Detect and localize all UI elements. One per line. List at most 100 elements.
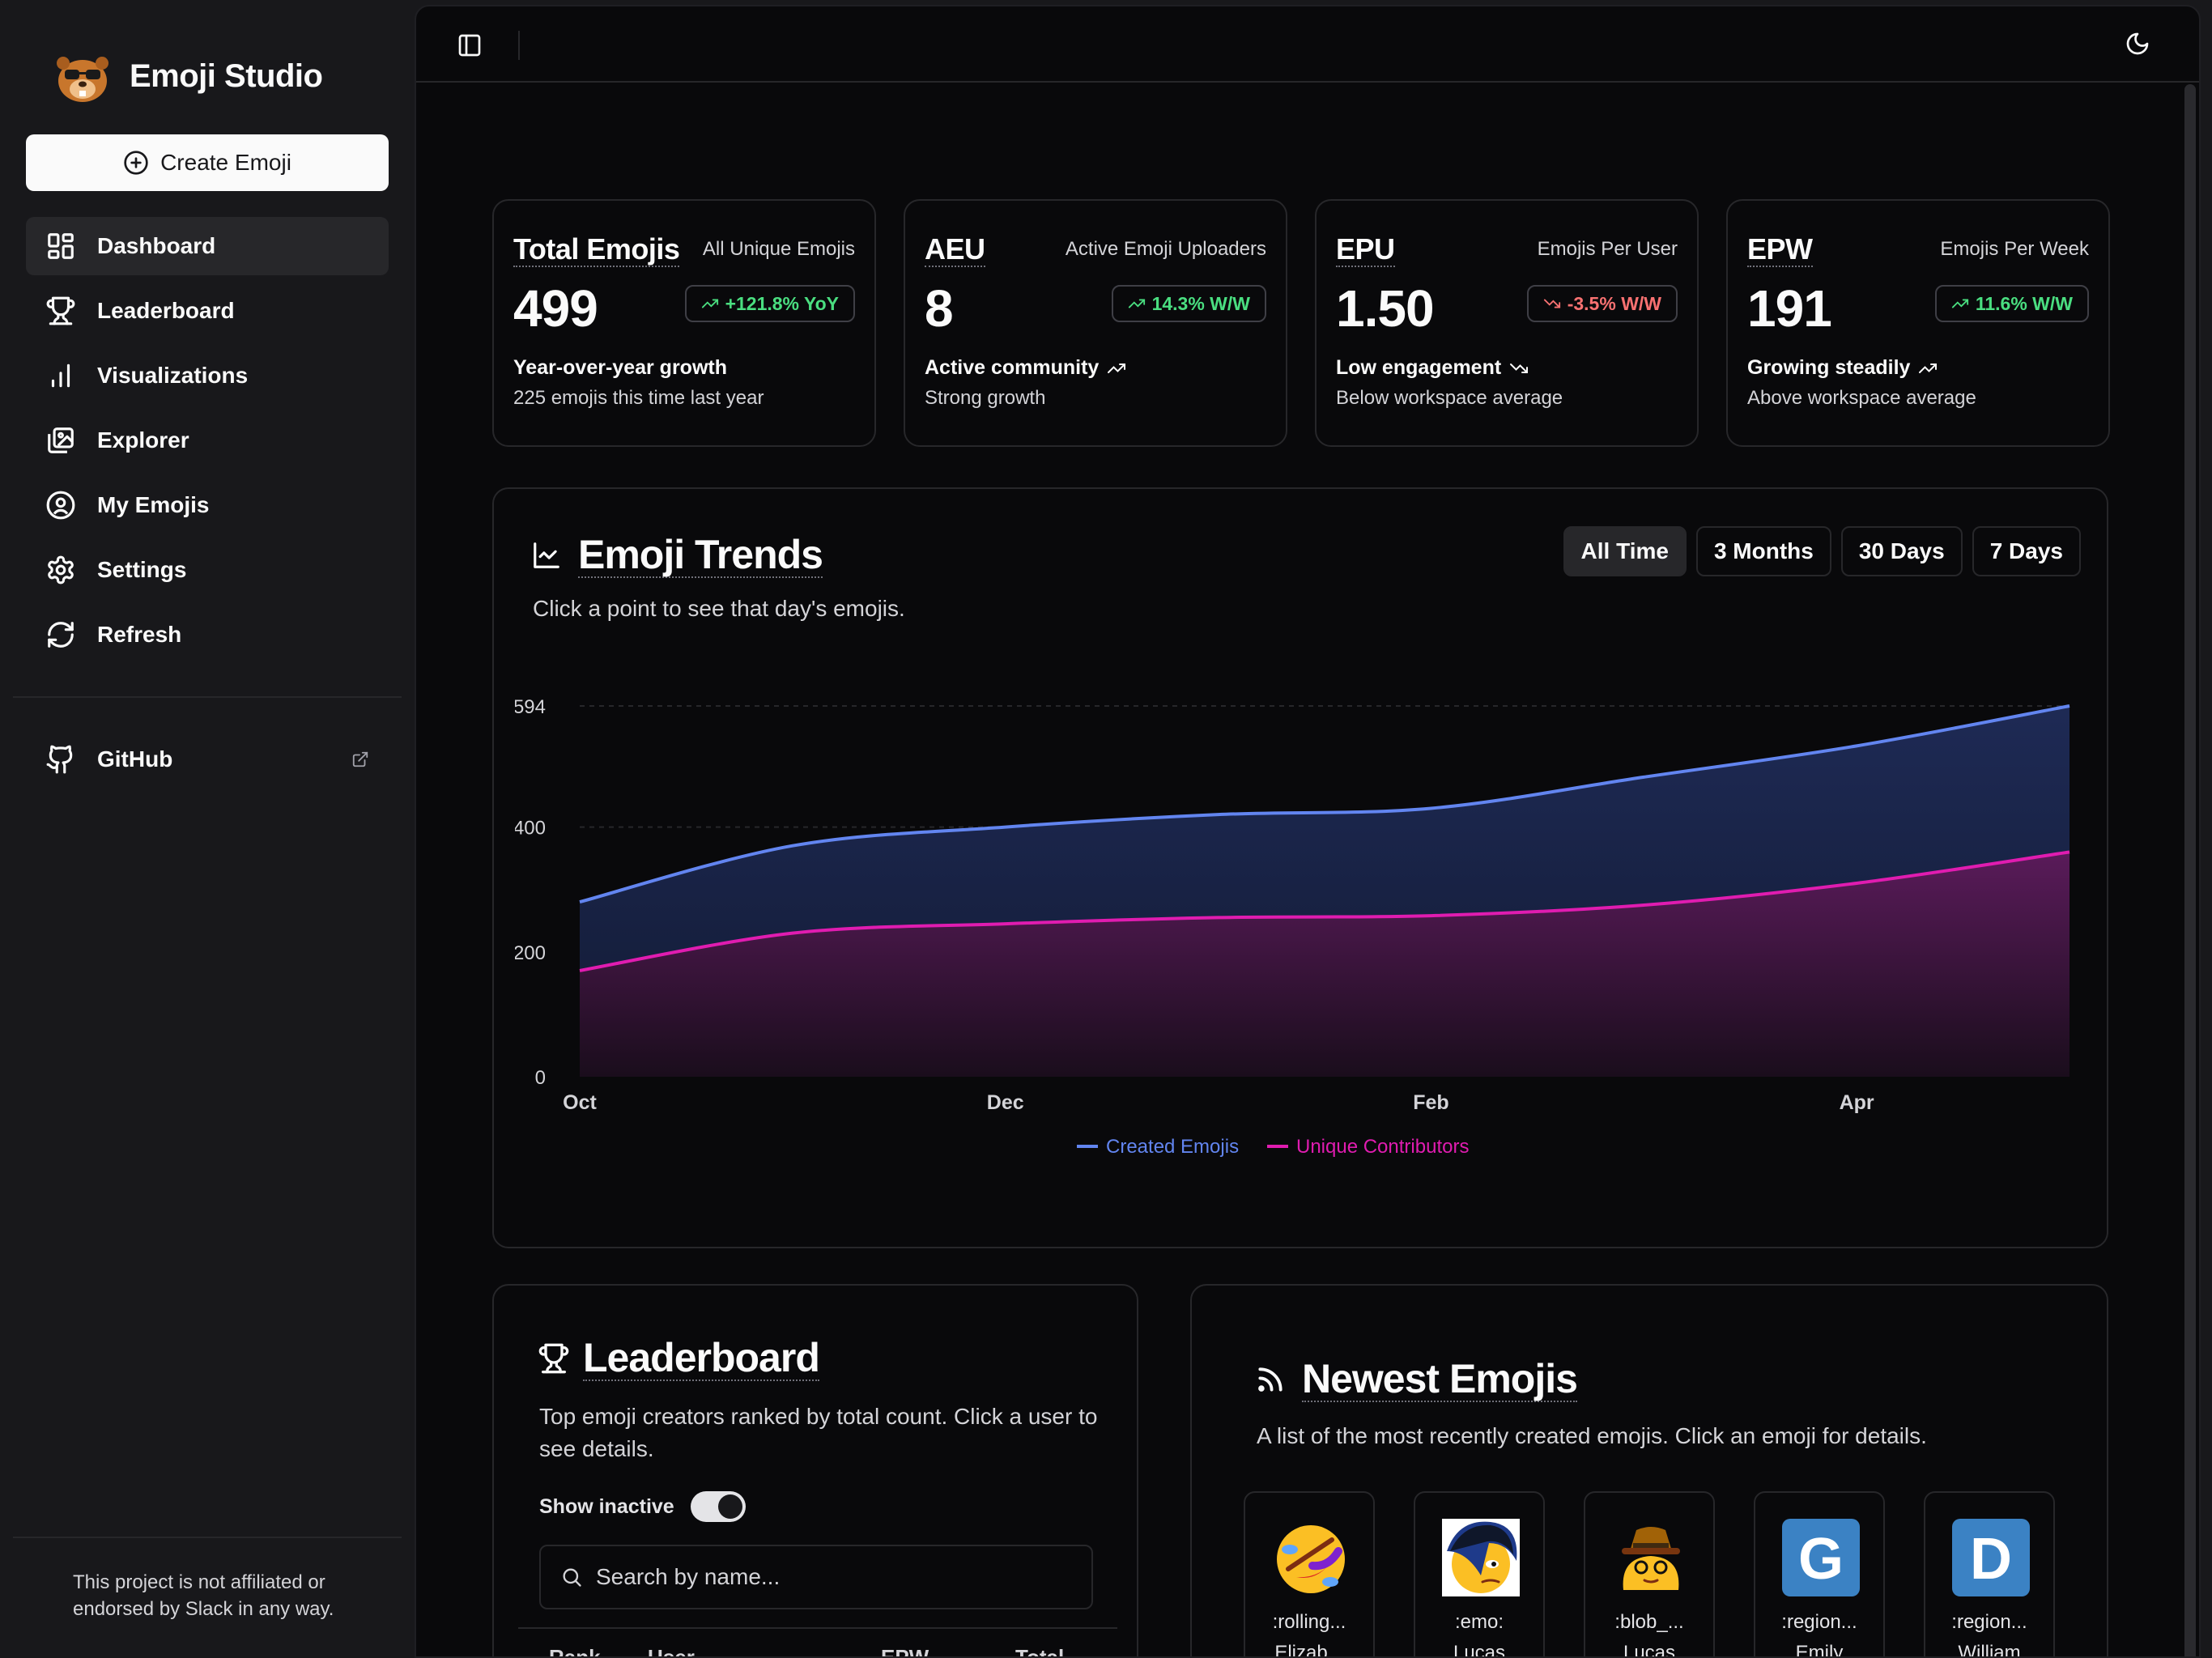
stat-card-epu: EPU Emojis Per User 1.50 -3.5% W/W Low e… <box>1315 199 1699 447</box>
x-tick-label: Oct <box>563 1091 597 1114</box>
blob-detective-emoji-icon <box>1622 1527 1680 1590</box>
stat-line1-text: Year-over-year growth <box>513 356 727 379</box>
search-box <box>539 1545 1093 1609</box>
stat-line2: 225 emojis this time last year <box>513 387 764 409</box>
sidebar-item-refresh[interactable]: Refresh <box>26 606 389 664</box>
stat-line1: Active community <box>925 356 1126 380</box>
newest-title: Newest Emojis <box>1302 1356 1578 1402</box>
column-header-user[interactable]: User <box>648 1645 695 1658</box>
stat-line2: Strong growth <box>925 387 1046 409</box>
emoji-card[interactable]: :blob_... Lucas <box>1584 1491 1715 1656</box>
stat-card-total-emojis: Total Emojis All Unique Emojis 499 +121.… <box>492 199 876 447</box>
stat-subtitle: Active Emoji Uploaders <box>1065 238 1266 260</box>
emoji-card[interactable]: G :region... Emily <box>1754 1491 1885 1656</box>
range-all-time[interactable]: All Time <box>1563 526 1687 576</box>
trending-up-icon <box>1108 363 1126 373</box>
y-tick-label: 400 <box>515 818 546 840</box>
sidebar-item-label: Settings <box>97 557 187 582</box>
github-link[interactable]: GitHub <box>26 730 389 789</box>
emoji-user: Lucas <box>1453 1642 1506 1658</box>
search-input[interactable] <box>596 1564 1049 1590</box>
newest-emojis-card: Newest Emojis A list of the most recentl… <box>1190 1284 2108 1658</box>
chart-legend: Created Emojis Unique Contributors <box>1077 1136 1469 1158</box>
sidebar-divider <box>13 696 402 698</box>
app-name: Emoji Studio <box>130 57 323 94</box>
sidebar-item-label: Refresh <box>97 622 182 647</box>
emoji-name: :region... <box>1781 1611 1857 1633</box>
column-header-epw[interactable]: EPW <box>881 1645 929 1658</box>
stat-title: Total Emojis <box>513 232 680 267</box>
sidebar-item-explorer[interactable]: Explorer <box>26 411 389 470</box>
leaderboard-description: Top emoji creators ranked by total count… <box>539 1404 1098 1461</box>
sidebar-nav: Dashboard Leaderboard Visualizations Exp… <box>26 217 389 670</box>
sidebar-item-label: Dashboard <box>97 233 216 258</box>
stat-title: EPU <box>1336 232 1395 267</box>
series-line-1[interactable] <box>579 850 2070 972</box>
topbar-separator <box>518 31 520 60</box>
emoji-trends-card: Emoji Trends Click a point to see that d… <box>492 487 2108 1248</box>
sidebar-item-dashboard[interactable]: Dashboard <box>26 217 389 275</box>
stat-line2: Above workspace average <box>1747 387 1976 409</box>
search-icon <box>563 1568 581 1587</box>
github-icon <box>46 745 73 774</box>
stat-value: 499 <box>513 279 598 338</box>
trophy-icon <box>538 1343 569 1374</box>
emoji-card[interactable]: :rolling... Elizab... <box>1244 1491 1375 1656</box>
stat-value: 1.50 <box>1336 279 1435 338</box>
range-30-days[interactable]: 30 Days <box>1840 526 1963 576</box>
beaver-logo-icon <box>57 57 108 102</box>
moon-icon[interactable] <box>2125 31 2150 57</box>
stat-subtitle: Emojis Per Week <box>1940 238 2089 260</box>
emoji-trends-chart[interactable]: 594 400 200 0 Oct Dec Feb Apr Created Emojis Uniq… <box>515 683 2086 1201</box>
emoji-card[interactable]: :emo: Lucas <box>1414 1491 1545 1658</box>
legend-label[interactable]: Created Emojis <box>1106 1136 1239 1158</box>
trends-description: Click a point to see that day's emojis. <box>533 596 905 621</box>
sidebar-item-visualizations[interactable]: Visualizations <box>26 346 389 405</box>
trends-header: Emoji Trends <box>531 533 823 578</box>
stat-card-aeu: AEU Active Emoji Uploaders 8 14.3% W/W A… <box>904 199 1287 447</box>
brand[interactable]: Emoji Studio <box>52 45 323 107</box>
sidebar-item-settings[interactable]: Settings <box>26 541 389 599</box>
trending-down-icon <box>1543 299 1560 308</box>
sidebar-item-label: Leaderboard <box>97 298 235 323</box>
range-3-months[interactable]: 3 Months <box>1695 526 1831 576</box>
scrollbar[interactable] <box>2184 84 2196 1656</box>
emo-face-emoji-icon <box>1442 1519 1520 1596</box>
x-tick-label: Dec <box>987 1091 1024 1114</box>
stat-title: AEU <box>925 232 985 267</box>
sidebar-toggle-icon[interactable] <box>457 32 483 58</box>
trends-title: Emoji Trends <box>578 532 823 578</box>
emoji-name: :region... <box>1951 1611 2027 1633</box>
stat-badge: -3.5% W/W <box>1526 285 1678 322</box>
trending-down-icon <box>1510 363 1529 373</box>
sidebar-item-label: Explorer <box>97 427 189 453</box>
stat-badge-text: 11.6% W/W <box>1975 292 2073 314</box>
line-chart-icon <box>534 542 559 568</box>
column-header-total[interactable]: Total <box>1015 1645 1065 1658</box>
stat-line1: Year-over-year growth <box>513 356 727 380</box>
disclaimer-text: This project is not affiliated or endors… <box>73 1571 334 1620</box>
leaderboard-header: Leaderboard <box>538 1336 820 1381</box>
show-inactive-toggle-row: Show inactive <box>539 1491 746 1522</box>
range-7-days[interactable]: 7 Days <box>1972 526 2081 576</box>
sidebar-item-my-emojis[interactable]: My Emojis <box>26 476 389 534</box>
refresh-icon <box>48 622 74 648</box>
newest-description: A list of the most recently created emoj… <box>1257 1423 1927 1448</box>
leaderboard-table-header: Rank User EPW Total <box>518 1627 1117 1658</box>
emoji-user: William <box>1958 1642 2021 1658</box>
emoji-card[interactable]: D :region... William <box>1924 1491 2055 1658</box>
stat-subtitle: Emojis Per User <box>1537 238 1678 260</box>
emoji-name: :rolling... <box>1272 1611 1346 1633</box>
trophy-icon <box>46 296 75 325</box>
github-label: GitHub <box>97 746 173 772</box>
series-line-0[interactable] <box>579 704 2070 904</box>
show-inactive-toggle[interactable] <box>690 1491 746 1522</box>
top-bar <box>416 6 2199 83</box>
create-emoji-button[interactable]: Create Emoji <box>26 134 389 191</box>
show-inactive-label: Show inactive <box>539 1494 674 1518</box>
stat-line2: Below workspace average <box>1336 387 1563 409</box>
legend-label[interactable]: Unique Contributors <box>1296 1136 1469 1158</box>
sidebar-item-label: My Emojis <box>97 492 210 517</box>
column-header-rank[interactable]: Rank <box>549 1645 601 1658</box>
sidebar-item-leaderboard[interactable]: Leaderboard <box>26 282 389 340</box>
